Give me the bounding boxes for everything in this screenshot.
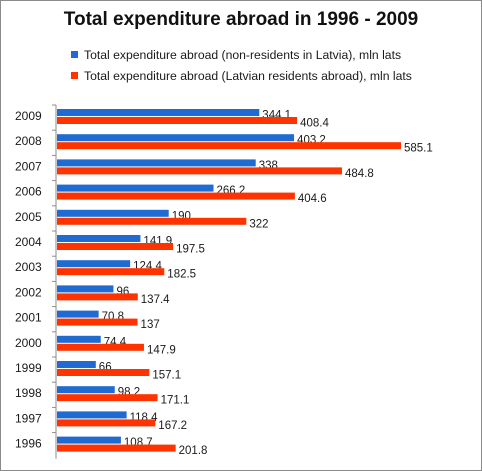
bar-non-residents xyxy=(57,260,131,268)
value-label-latvian-residents: 408.4 xyxy=(300,118,329,130)
bar-latvian-residents xyxy=(57,419,156,427)
year-tick-label: 1998 xyxy=(15,386,42,400)
chart-title: Total expenditure abroad in 1996 - 2009 xyxy=(63,9,419,30)
year-tick-label: 2000 xyxy=(15,336,42,350)
value-label-latvian-residents: 484.8 xyxy=(345,168,374,180)
bar-latvian-residents xyxy=(57,293,138,301)
year-tick-label: 2008 xyxy=(15,134,42,148)
value-label-latvian-residents: 182.5 xyxy=(167,269,196,281)
value-label-latvian-residents: 147.9 xyxy=(147,344,176,356)
value-label-latvian-residents: 201.8 xyxy=(179,445,208,457)
bar-non-residents xyxy=(57,184,214,192)
bar-non-residents xyxy=(57,386,115,394)
year-tick-label: 2002 xyxy=(15,285,42,299)
bar-non-residents xyxy=(57,209,169,217)
bar-non-residents xyxy=(57,411,127,419)
legend-label-latvian-residents: Total expenditure abroad (Latvian reside… xyxy=(84,68,412,83)
value-label-latvian-residents: 167.2 xyxy=(158,420,187,432)
legend-item-non-residents: Total expenditure abroad (non-residents … xyxy=(71,44,412,65)
legend-swatch-latvian-residents xyxy=(71,72,78,79)
year-tick-label: 2005 xyxy=(15,210,42,224)
year-tick-label: 2003 xyxy=(15,260,42,274)
bar-non-residents xyxy=(57,134,295,142)
bar-latvian-residents xyxy=(57,343,144,351)
bar-non-residents xyxy=(57,335,101,343)
bar-non-residents xyxy=(57,310,99,318)
bar-latvian-residents xyxy=(57,192,295,200)
bar-latvian-residents xyxy=(57,444,176,452)
bar-latvian-residents xyxy=(57,318,138,326)
bar-latvian-residents xyxy=(57,117,298,124)
legend-label-non-residents: Total expenditure abroad (non-residents … xyxy=(84,47,402,62)
value-label-latvian-residents: 585.1 xyxy=(404,143,433,155)
value-label-latvian-residents: 404.6 xyxy=(298,193,327,205)
year-tick-label: 1997 xyxy=(15,411,42,425)
year-tick-label: 2004 xyxy=(15,235,42,249)
chart-legend: Total expenditure abroad (non-residents … xyxy=(71,44,412,86)
bar-non-residents xyxy=(57,159,256,167)
bar-non-residents xyxy=(57,235,141,242)
legend-swatch-non-residents xyxy=(71,51,78,58)
value-label-latvian-residents: 197.5 xyxy=(176,244,205,256)
bar-latvian-residents xyxy=(57,167,343,175)
bar-non-residents xyxy=(57,285,114,293)
legend-item-latvian-residents: Total expenditure abroad (Latvian reside… xyxy=(71,65,412,86)
bar-latvian-residents xyxy=(57,243,174,250)
bar-non-residents xyxy=(57,361,96,368)
year-tick-label: 1999 xyxy=(15,361,42,375)
bar-latvian-residents xyxy=(57,217,247,225)
bar-non-residents xyxy=(57,436,121,444)
value-label-latvian-residents: 322 xyxy=(249,218,268,230)
year-tick-label: 2007 xyxy=(15,159,42,173)
year-tick-label: 1996 xyxy=(15,437,42,451)
year-tick-label: 2001 xyxy=(15,311,42,325)
bar-latvian-residents xyxy=(57,142,401,150)
bar-non-residents xyxy=(57,109,260,116)
value-label-latvian-residents: 171.1 xyxy=(161,395,190,407)
value-label-latvian-residents: 137 xyxy=(141,319,160,331)
bar-latvian-residents xyxy=(57,268,165,276)
value-label-latvian-residents: 137.4 xyxy=(141,294,170,306)
bar-latvian-residents xyxy=(57,369,150,376)
value-label-latvian-residents: 157.1 xyxy=(152,370,181,382)
bar-latvian-residents xyxy=(57,394,158,402)
year-tick-label: 2009 xyxy=(15,109,42,123)
year-tick-label: 2006 xyxy=(15,185,42,199)
